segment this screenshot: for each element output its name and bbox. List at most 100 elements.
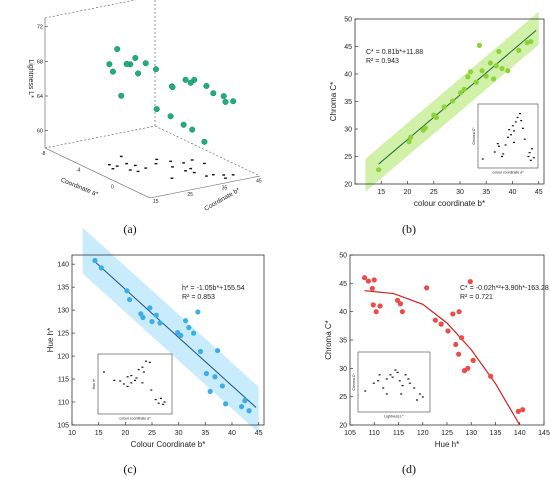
inset-frame-d	[357, 351, 431, 413]
y-tick-label-c: 110	[58, 400, 69, 407]
fit-line-b	[378, 30, 537, 165]
data-point-d	[394, 297, 401, 303]
inset-frame-c	[97, 353, 173, 415]
caption-a: (a)	[123, 222, 136, 236]
panel-d-chroma-vs-hue: 105 110 115 120 125 130 135 140 145 20 25 30 35 40 45 5…	[324, 253, 550, 450]
data-point-b	[406, 139, 412, 145]
inset-point-b	[532, 157, 535, 159]
floor-projection-point	[231, 174, 235, 176]
data-point-d	[465, 365, 471, 371]
data-point-c	[219, 383, 225, 389]
inset-point-b	[528, 152, 531, 154]
y-tick-label-b: 50	[344, 17, 352, 24]
panel-b-chroma-vs-b: 15 20 25 30 35 40 45 20 25 30 35 40 45 50 colour coord…	[329, 11, 545, 208]
floor-projection-point	[136, 170, 140, 173]
data-point-b	[467, 69, 474, 75]
data-point-d	[365, 278, 372, 284]
x-tick-label-c: 15	[95, 430, 103, 437]
data-point-b	[487, 60, 494, 66]
data-sphere	[187, 79, 194, 86]
x-tick-label-c: 30	[175, 430, 183, 437]
data-point-d	[438, 321, 444, 327]
inset-point-c	[154, 399, 157, 401]
data-point-d	[424, 285, 430, 291]
data-sphere	[167, 113, 174, 120]
floor-projection-point	[111, 168, 115, 170]
x-tick-label-d: 125	[441, 430, 453, 437]
inset-x-label-d: Lightness L*	[384, 415, 404, 419]
x-tick-label-d: 115	[393, 430, 404, 437]
floor-projection-point	[205, 175, 208, 177]
data-point-b	[476, 42, 483, 49]
data-sphere	[123, 60, 130, 67]
data-point-b	[422, 125, 428, 131]
inset-point-d	[382, 387, 385, 389]
data-point-d	[445, 328, 451, 334]
inset-point-b	[513, 141, 515, 143]
data-point-b	[493, 63, 499, 69]
data-point-c	[183, 318, 189, 324]
data-point-b	[505, 68, 511, 74]
floor-projection-point	[192, 171, 196, 174]
inset-point-d	[394, 369, 397, 371]
x-tick-label-b: 30	[456, 189, 464, 196]
data-point-c	[246, 408, 252, 414]
data-sphere	[222, 98, 229, 105]
inset-point-b	[522, 127, 524, 129]
x-tick-label: 0	[111, 184, 114, 190]
inset-point-b	[511, 125, 514, 127]
y-tick-label-b: 45	[344, 44, 352, 51]
y-tick-label-c: 115	[58, 377, 69, 384]
inset-point-d	[385, 378, 388, 380]
data-point-b	[483, 73, 489, 79]
x-tick-label-c: 40	[228, 430, 236, 437]
data-point-d	[361, 275, 368, 281]
z-tick-label: 60	[37, 129, 43, 135]
data-point-b	[496, 48, 502, 55]
inset-point-c	[142, 371, 145, 373]
inset-point-b	[501, 155, 503, 158]
inset-point-c	[163, 401, 166, 403]
floor-projection-point	[170, 177, 174, 179]
inset-point-d	[401, 385, 404, 387]
data-point-b	[457, 90, 464, 96]
data-point-d	[399, 309, 405, 315]
data-sphere	[210, 90, 217, 97]
floor-projection-point	[224, 177, 227, 179]
data-point-b	[450, 98, 456, 104]
data-point-c	[223, 401, 229, 407]
data-point-c	[140, 314, 146, 321]
inset-point-b	[510, 134, 512, 136]
data-point-c	[197, 348, 204, 355]
inset-point-c	[122, 383, 125, 385]
data-point-b	[465, 74, 471, 80]
y-tick-label-c: 130	[57, 308, 69, 315]
data-sphere	[201, 138, 208, 145]
inset-point-b	[527, 155, 530, 158]
data-point-b	[491, 76, 497, 82]
y-tick-label-c: 140	[57, 262, 69, 269]
y-tick-label-c: 105	[57, 423, 69, 430]
inset-point-c	[113, 379, 116, 381]
y-axis-label-c: Hue h*	[46, 328, 55, 352]
inset-x-label-b: colour coordinate a*	[492, 171, 524, 175]
data-sphere	[182, 76, 189, 83]
data-point-c	[92, 257, 98, 264]
inset-point-c	[130, 382, 133, 384]
inset-point-b	[508, 129, 511, 131]
data-point-d	[450, 311, 456, 317]
x-tick-label-d: 135	[490, 430, 502, 437]
axis-a	[44, 147, 151, 199]
data-point-c	[149, 319, 155, 325]
y-tick-label-d: 35	[339, 338, 347, 345]
inset-point-d	[391, 376, 394, 378]
data-sphere	[114, 46, 121, 53]
x-tick-label-b: 15	[377, 189, 385, 196]
y-tick-label: 35	[222, 185, 228, 191]
x-tick-label-b: 45	[535, 189, 543, 196]
inset-point-b	[504, 144, 507, 146]
inset-point-b	[481, 158, 484, 160]
inset-point-d	[396, 371, 399, 373]
data-point-d	[369, 285, 375, 292]
